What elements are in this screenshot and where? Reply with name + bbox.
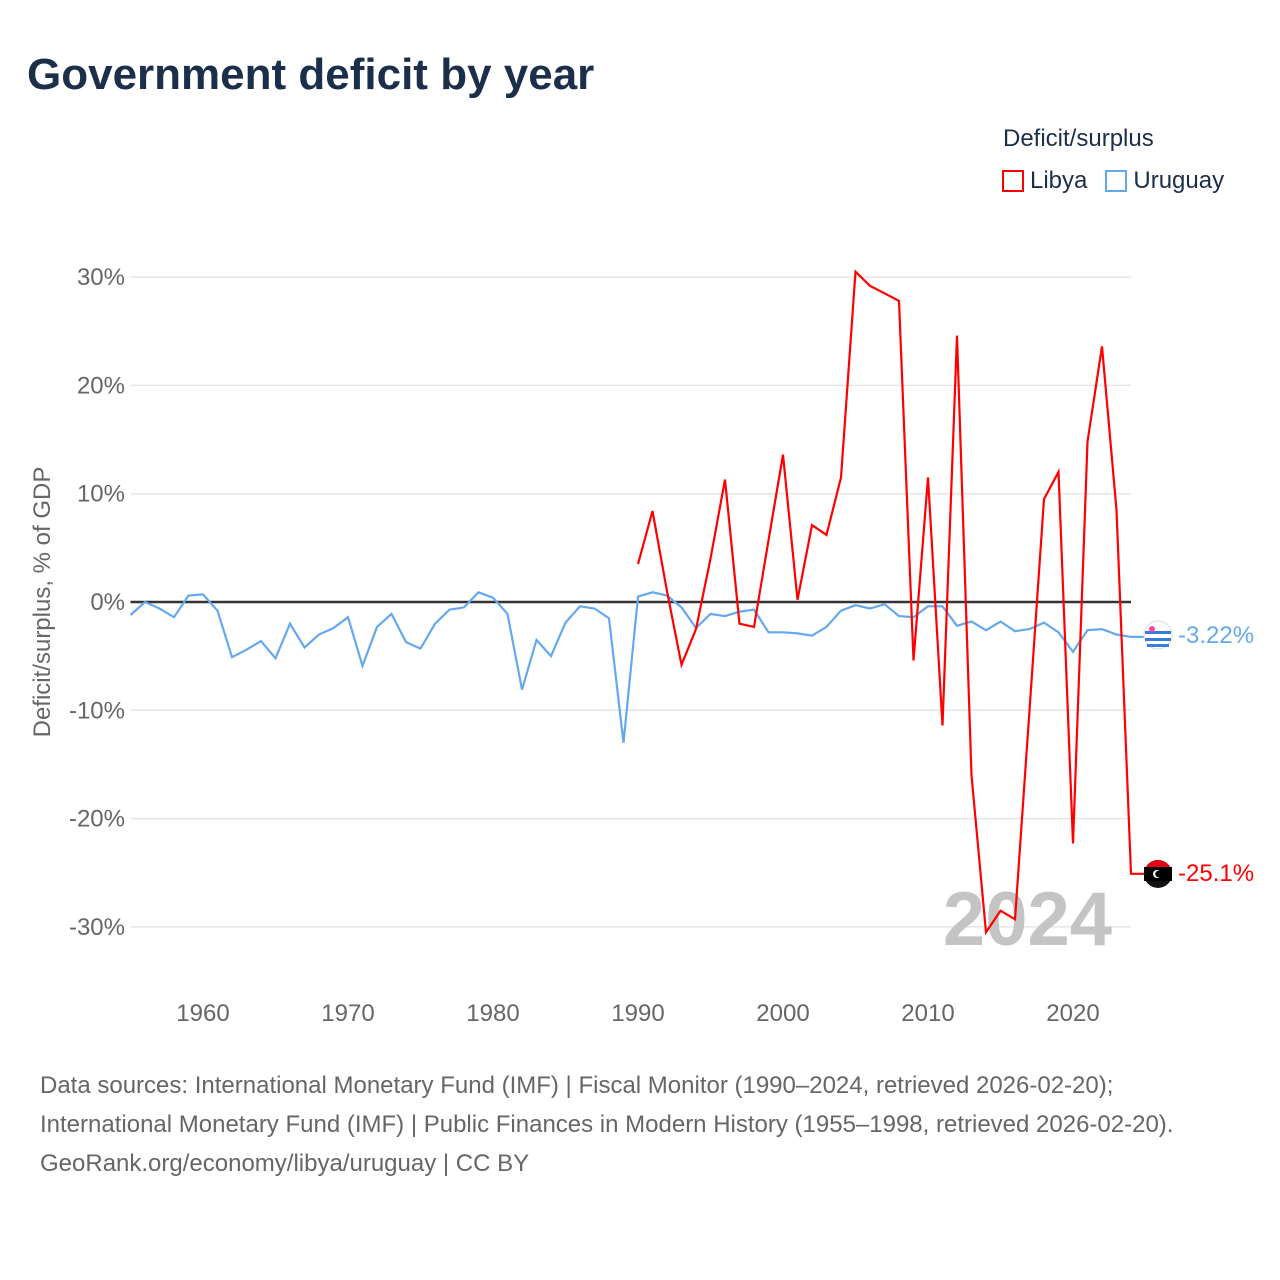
y-tick-label: 30% <box>77 264 125 291</box>
year-watermark: 2024 <box>943 877 1112 962</box>
x-tick-label: 2020 <box>1046 1000 1099 1027</box>
y-tick-label: -10% <box>69 697 125 724</box>
y-tick-label: -30% <box>69 914 125 941</box>
legend: Libya Uruguay <box>1002 167 1224 195</box>
legend-item-libya[interactable]: Libya <box>1002 167 1087 195</box>
y-axis-label: Deficit/surplus, % of GDP <box>29 467 56 738</box>
attribution-link[interactable]: GeoRank.org/economy/libya/uruguay | CC B… <box>40 1150 530 1177</box>
y-tick-label: -20% <box>69 806 125 833</box>
legend-item-uruguay[interactable]: Uruguay <box>1105 167 1224 195</box>
legend-title: Deficit/surplus <box>1003 125 1154 152</box>
uruguay-series-line <box>129 591 1145 743</box>
y-tick-label: 0% <box>90 589 125 616</box>
uruguay-swatch <box>1105 170 1128 192</box>
y-tick-label: 10% <box>77 481 125 508</box>
libya-series-line <box>636 269 1145 936</box>
libya-swatch <box>1002 170 1024 192</box>
y-tick-label: 20% <box>77 372 125 399</box>
x-tick-label: 2000 <box>756 1000 809 1027</box>
legend-label: Uruguay <box>1133 167 1225 194</box>
libya-flag-icon <box>1144 860 1172 888</box>
x-tick-label: 2010 <box>901 1000 954 1027</box>
uruguay-flag-icon <box>1143 620 1173 650</box>
uruguay-end-label: -3.22% <box>1178 622 1254 649</box>
chart-area: 30% 20% 10% 0% -10% -20% -30% 1960 1970 1980 1990 2… <box>29 264 1254 1027</box>
x-tick-label: 1970 <box>321 1000 374 1027</box>
legend-label: Libya <box>1030 167 1088 194</box>
source-note: Data sources: International Monetary Fun… <box>40 1066 1240 1183</box>
x-tick-label: 1980 <box>466 1000 519 1027</box>
data-sources: Data sources: International Monetary Fun… <box>40 1072 1174 1138</box>
x-tick-label: 1960 <box>176 1000 229 1027</box>
x-tick-label: 1990 <box>611 1000 664 1027</box>
libya-end-label: -25.1% <box>1178 860 1254 887</box>
chart-title: Government deficit by year <box>27 50 595 99</box>
